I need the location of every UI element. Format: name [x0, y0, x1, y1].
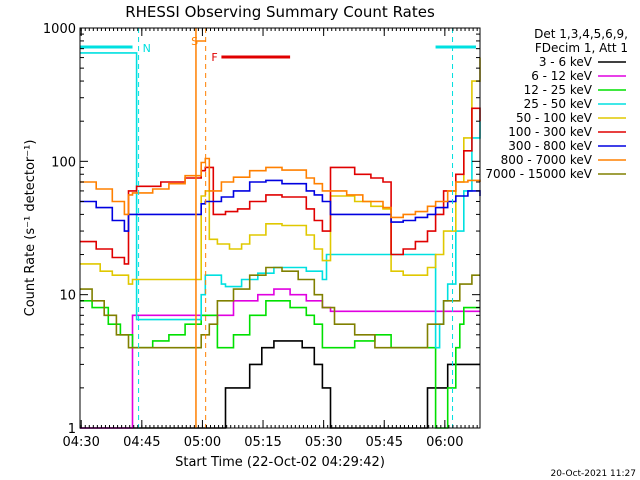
label-s: S	[191, 35, 198, 48]
legend-label-8: 7000 - 15000 keV	[485, 167, 592, 181]
x-axis-label: Start Time (22-Oct-02 04:29:42)	[175, 455, 385, 470]
legend: Det 1,3,4,5,6,9, FDecim 1, Att 1 3 - 6 k…	[485, 27, 628, 181]
x-tick-label-0: 04:30	[62, 435, 99, 450]
x-tick-label-1: 04:45	[123, 435, 160, 450]
series-line-3	[80, 52, 481, 349]
marker-layer: N SF	[80, 28, 476, 428]
label-n: N	[143, 42, 151, 55]
x-tick-label-6: 06:00	[426, 435, 463, 450]
series-line-6	[80, 179, 481, 232]
legend-label-0: 3 - 6 keV	[539, 55, 593, 69]
y-axis-label: Count Rate (s⁻¹ detector⁻¹)	[23, 140, 38, 317]
y-tick-label-1: 10	[59, 289, 76, 304]
footer-date: 20-Oct-2021 11:27	[551, 469, 636, 479]
legend-label-6: 300 - 800 keV	[508, 139, 592, 153]
x-tick-label-5: 05:45	[366, 435, 403, 450]
plot-frame	[79, 27, 481, 429]
x-tick-label-2: 05:00	[184, 435, 221, 450]
legend-header-1: Det 1,3,4,5,6,9,	[534, 27, 628, 41]
y-tick-label-2: 100	[51, 155, 76, 170]
series-line-7	[80, 157, 481, 219]
series-line-8	[80, 266, 480, 349]
label-f: F	[211, 51, 217, 64]
y-tick-label-3: 1000	[43, 22, 76, 37]
x-tick-label-4: 05:30	[305, 435, 342, 450]
series-line-5	[80, 107, 481, 265]
series-line-1	[80, 288, 480, 429]
legend-label-7: 800 - 7000 keV	[501, 153, 593, 167]
y-tick-label-0: 1	[68, 422, 76, 437]
series-line-4	[80, 57, 481, 285]
legend-label-4: 50 - 100 keV	[516, 111, 593, 125]
axis-layer: 04:30 04:45 05:00 05:15 05:30 05:45 06:00 1 10 10…	[43, 22, 480, 450]
legend-header-2: FDecim 1, Att 1	[535, 41, 628, 55]
series-line-0	[80, 340, 480, 429]
chart-title: RHESSI Observing Summary Count Rates	[125, 3, 435, 21]
legend-label-2: 12 - 25 keV	[524, 83, 593, 97]
legend-label-5: 100 - 300 keV	[508, 125, 592, 139]
x-tick-label-3: 05:15	[244, 435, 281, 450]
legend-label-3: 25 - 50 keV	[524, 97, 593, 111]
legend-label-1: 6 - 12 keV	[531, 69, 593, 83]
data-layer	[80, 52, 481, 429]
